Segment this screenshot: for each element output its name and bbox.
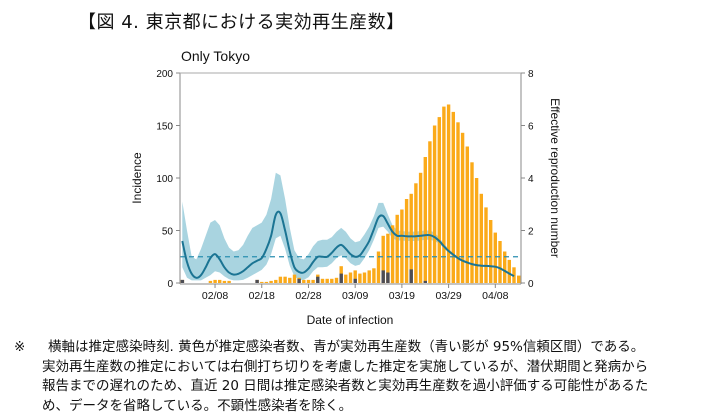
incidence-bar xyxy=(293,275,296,283)
incidence-bar xyxy=(363,273,366,284)
imported-bar xyxy=(424,281,427,283)
imported-bar xyxy=(297,279,300,283)
incidence-bar xyxy=(335,278,338,283)
incidence-bar xyxy=(227,281,230,283)
incidence-bar xyxy=(419,173,422,283)
incidence-bar xyxy=(265,282,268,283)
x-tick-label: 03/19 xyxy=(389,290,415,302)
imported-bar xyxy=(386,273,389,284)
incidence-bar xyxy=(433,126,436,284)
incidence-bar xyxy=(438,117,441,283)
incidence-bar xyxy=(508,260,511,283)
incidence-bar xyxy=(480,194,483,283)
incidence-bar xyxy=(344,275,347,283)
y2-tick-label: 0 xyxy=(528,279,534,290)
incidence-bar xyxy=(330,279,333,283)
chart-title: Only Tokyo xyxy=(181,48,250,64)
y2-tick-label: 2 xyxy=(528,227,534,238)
y2-tick-label: 6 xyxy=(528,122,534,133)
incidence-bar xyxy=(283,277,286,283)
incidence-bar xyxy=(269,281,272,283)
x-tick-label: 02/18 xyxy=(249,290,275,302)
x-ticks: 02/08 02/18 02/28 03/09 03/19 03/29 04/08 xyxy=(202,284,509,302)
incidence-bar xyxy=(307,280,310,283)
imported-bar xyxy=(316,277,319,283)
incidence-bar xyxy=(405,199,408,283)
incidence-bar xyxy=(484,207,487,283)
incidence-bar xyxy=(274,280,277,283)
incidence-bar xyxy=(475,178,478,283)
x-tick-label: 03/29 xyxy=(435,290,461,302)
y2-tick-label: 8 xyxy=(528,69,534,80)
y-tick-label: 0 xyxy=(167,279,173,290)
y-tick-label: 50 xyxy=(162,227,174,238)
incidence-bar xyxy=(498,241,501,283)
incidence-bar xyxy=(424,157,427,283)
incidence-bar xyxy=(396,215,399,283)
incidence-bar xyxy=(414,183,417,283)
incidence-bar xyxy=(400,210,403,284)
note-mark: ※ xyxy=(14,338,25,358)
incidence-bar xyxy=(311,280,314,283)
imported-bar xyxy=(181,280,184,283)
incidence-bar xyxy=(489,220,492,283)
x-tick-label: 02/28 xyxy=(295,290,321,302)
x-tick-label: 03/09 xyxy=(342,290,368,302)
x-tick-label: 04/08 xyxy=(482,290,508,302)
x-tick-label: 02/08 xyxy=(202,290,228,302)
incidence-bar xyxy=(279,277,282,283)
note-line: 報告までの遅れのため、直近 20 日間は推定感染者数と実効再生産数を過小評価する… xyxy=(42,377,704,397)
note-line: め、データを省略している。不顕性感染者を除く。 xyxy=(42,397,704,416)
y-axis-label: Incidence xyxy=(130,152,144,204)
incidence-bar xyxy=(288,278,291,283)
incidence-bar xyxy=(209,281,212,283)
chart: Only Tokyo 0 50 100 150 200 0 2 4 6 8 02/08 02/18… xyxy=(0,0,712,335)
y-tick-label: 150 xyxy=(156,122,173,133)
incidence-bar xyxy=(494,233,497,283)
incidence-bar xyxy=(349,273,352,284)
footnote: ※ 横軸は推定感染時刻. 黄色が推定感染者数、青が実効再生産数（青い影が 95%… xyxy=(14,338,704,416)
right-ticks: 0 2 4 6 8 xyxy=(521,69,534,290)
incidence-bar xyxy=(447,105,450,284)
imported-bar xyxy=(354,279,357,283)
incidence-bar xyxy=(358,274,361,283)
note-line: 横軸は推定感染時刻. 黄色が推定感染者数、青が実効再生産数（青い影が 95%信頼… xyxy=(48,338,704,358)
incidence-bar xyxy=(302,280,305,283)
incidence-bar xyxy=(260,282,263,283)
incidence-bar xyxy=(368,270,371,283)
imported-bar xyxy=(410,269,413,283)
incidence-bar xyxy=(321,279,324,283)
incidence-bar xyxy=(223,281,226,283)
y-tick-label: 200 xyxy=(156,69,173,80)
imported-bar xyxy=(382,270,385,283)
incidence-bar xyxy=(218,280,221,283)
imported-bar xyxy=(255,280,258,283)
incidence-bar xyxy=(517,276,520,283)
imported-bar xyxy=(340,274,343,283)
incidence-bar xyxy=(428,141,431,283)
incidence-bar xyxy=(372,268,375,283)
y2-tick-label: 4 xyxy=(528,174,534,185)
x-axis-label: Date of infection xyxy=(307,313,394,327)
y2-axis-label: Effective reproduction number xyxy=(548,98,562,258)
note-line: 実効再生産数の推定においては右側打ち切りを考慮した推定を実施しているが、潜伏期間… xyxy=(42,358,704,378)
incidence-bar xyxy=(213,280,216,283)
left-ticks: 0 50 100 150 200 xyxy=(156,69,180,290)
y-tick-label: 100 xyxy=(156,174,173,185)
incidence-bar xyxy=(326,279,329,283)
